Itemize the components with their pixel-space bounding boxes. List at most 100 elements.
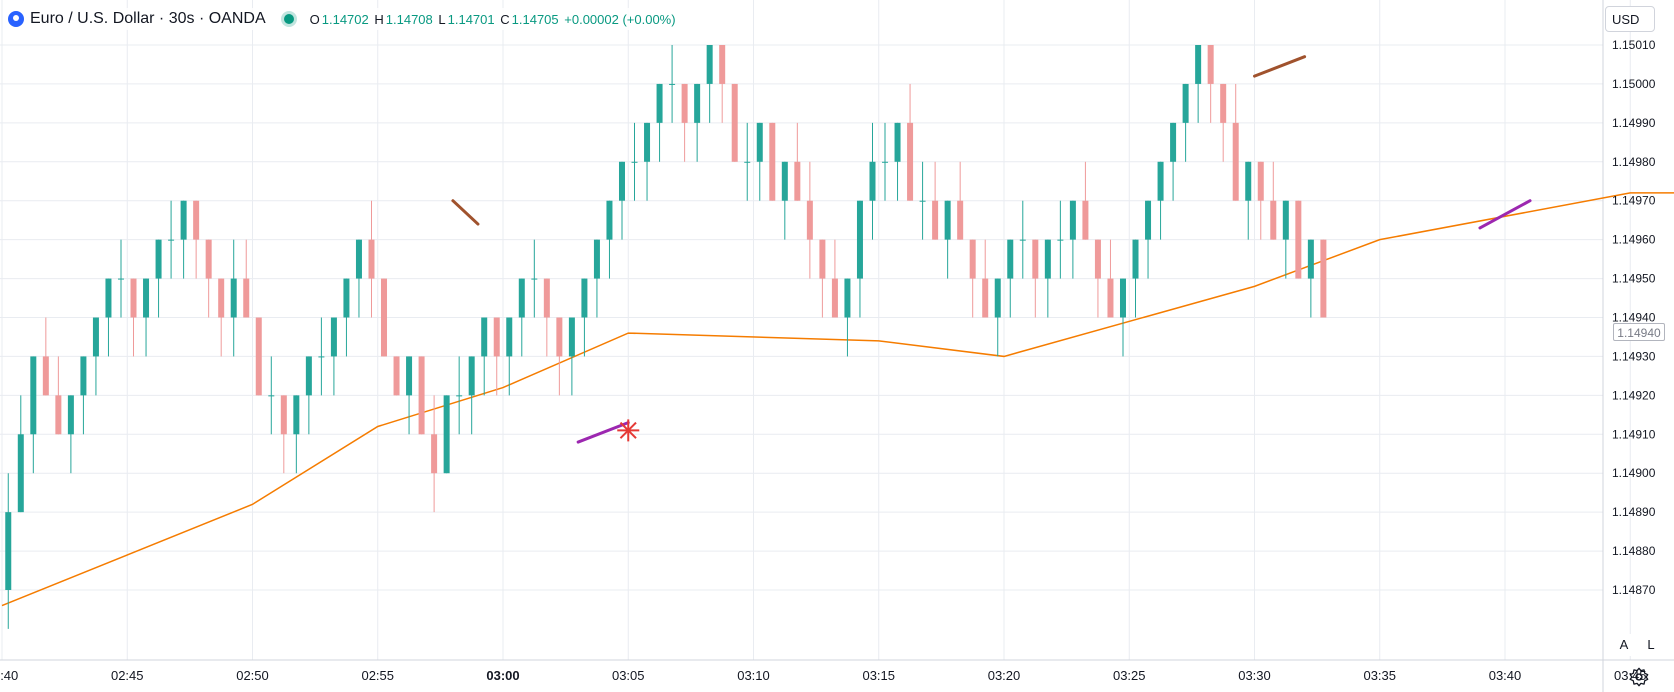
candle-body [67, 395, 74, 435]
candle-body [42, 356, 49, 396]
candle-body [744, 161, 751, 163]
candle-body [1007, 239, 1014, 279]
candle-body [706, 45, 713, 84]
candle-body [381, 278, 388, 357]
symbol-title[interactable]: Euro / U.S. Dollar · 30s · OANDA [30, 10, 266, 27]
time-tick-label: 02:40 [0, 668, 18, 683]
price-tick-label: 1.14960 [1612, 233, 1656, 247]
candle-body [1132, 239, 1139, 279]
time-tick-label: 02:55 [361, 668, 394, 683]
candle-body [393, 356, 400, 396]
trend-line-drawing [576, 421, 630, 444]
candle-body [355, 239, 362, 279]
price-tick-label: 1.14950 [1612, 272, 1656, 286]
candle-body [468, 356, 475, 396]
candle-body [856, 200, 863, 279]
candle-body [806, 200, 813, 240]
candle-body [1069, 200, 1076, 240]
candle-body [318, 356, 325, 358]
price-tick-label: 1.14980 [1612, 155, 1656, 169]
time-tick-label: 03:10 [737, 668, 770, 683]
candle-body [581, 278, 588, 318]
time-tick-label: 03:40 [1489, 668, 1522, 683]
open-key: O [309, 11, 320, 27]
candle-body [193, 200, 200, 240]
candle-body [406, 356, 413, 396]
time-axis[interactable]: 02:40 02:45 02:50 02:55 03:00 03:05 03:10 03:15… [0, 668, 1674, 683]
close-value: 1.14705 [511, 11, 559, 27]
candle-body [1019, 239, 1026, 241]
candle-body [268, 395, 275, 397]
drawings[interactable] [451, 45, 1674, 444]
log-scale-button[interactable]: L [1640, 634, 1662, 656]
price-tick-label: 1.14970 [1612, 194, 1656, 208]
euro-flag-icon [8, 11, 24, 27]
time-tick-label: 02:45 [111, 668, 144, 683]
candle-body [1170, 122, 1177, 162]
price-tick-label: 1.15010 [1612, 38, 1656, 52]
price-tick-label: 1.14870 [1612, 583, 1656, 597]
candle-body [280, 395, 287, 435]
candle-body [1094, 239, 1101, 279]
candle-body [493, 317, 500, 357]
trend-line-drawing [1253, 55, 1307, 78]
candle-body [130, 278, 137, 318]
candle-body [1157, 161, 1164, 201]
trend-line-drawing [451, 199, 480, 226]
candles [5, 45, 1327, 629]
gear-icon[interactable] [1628, 666, 1650, 688]
price-tick-label: 1.14880 [1612, 544, 1656, 558]
candle-body [1207, 45, 1214, 84]
grid-lines [0, 0, 1631, 660]
price-tick-label: 1.14930 [1612, 349, 1656, 363]
candle-body [1032, 239, 1039, 279]
candle-body [669, 83, 676, 85]
candle-body [243, 278, 250, 318]
candle-body [1295, 200, 1302, 279]
market-status-icon[interactable] [283, 14, 294, 24]
currency-button[interactable]: USD [1605, 6, 1655, 32]
high-value: 1.14708 [385, 11, 433, 27]
time-tick-label: 03:05 [612, 668, 645, 683]
open-value: 1.14702 [321, 11, 369, 27]
candle-body [1270, 200, 1277, 240]
candle-body [694, 83, 701, 123]
candle-body [368, 239, 375, 279]
candle-body [105, 278, 112, 318]
candle-body [205, 239, 212, 279]
moving-average-line [1, 192, 1674, 607]
candle-body [230, 278, 237, 318]
time-tick-label: 03:00 [486, 668, 519, 683]
price-tick-label: 1.15000 [1612, 77, 1656, 91]
close-key: C [500, 11, 510, 27]
candle-body [1195, 45, 1202, 84]
candle-body [92, 317, 99, 357]
candle-body [255, 317, 262, 396]
price-axis[interactable]: 1.15010 1.15000 1.14990 1.14980 1.14970 1.149… [1612, 38, 1656, 597]
candle-body [1082, 200, 1089, 240]
candle-body [117, 278, 124, 280]
auto-scale-button[interactable]: A [1613, 634, 1635, 656]
candle-body [618, 161, 625, 201]
ohlc-values: O 1.14702 H 1.14708 L 1.14701 C 1.14705 +0.0… [310, 12, 678, 27]
price-tick-label: 1.14920 [1612, 388, 1656, 402]
candle-body [518, 278, 525, 318]
candle-body [719, 45, 726, 84]
candle-body [305, 356, 312, 396]
candle-body [1107, 278, 1114, 318]
candle-body [218, 278, 225, 318]
candle-body [80, 356, 87, 396]
trend-line-drawing [1478, 199, 1532, 230]
candle-body [330, 317, 337, 357]
candle-body [456, 395, 463, 397]
candle-body [1232, 122, 1239, 201]
candle-body [1182, 83, 1189, 123]
candle-body [1057, 239, 1064, 241]
candle-body [982, 278, 989, 318]
candle-body [431, 434, 438, 474]
candle-body [907, 122, 914, 201]
candle-body [1220, 83, 1227, 123]
asterisk-marker [619, 421, 637, 439]
